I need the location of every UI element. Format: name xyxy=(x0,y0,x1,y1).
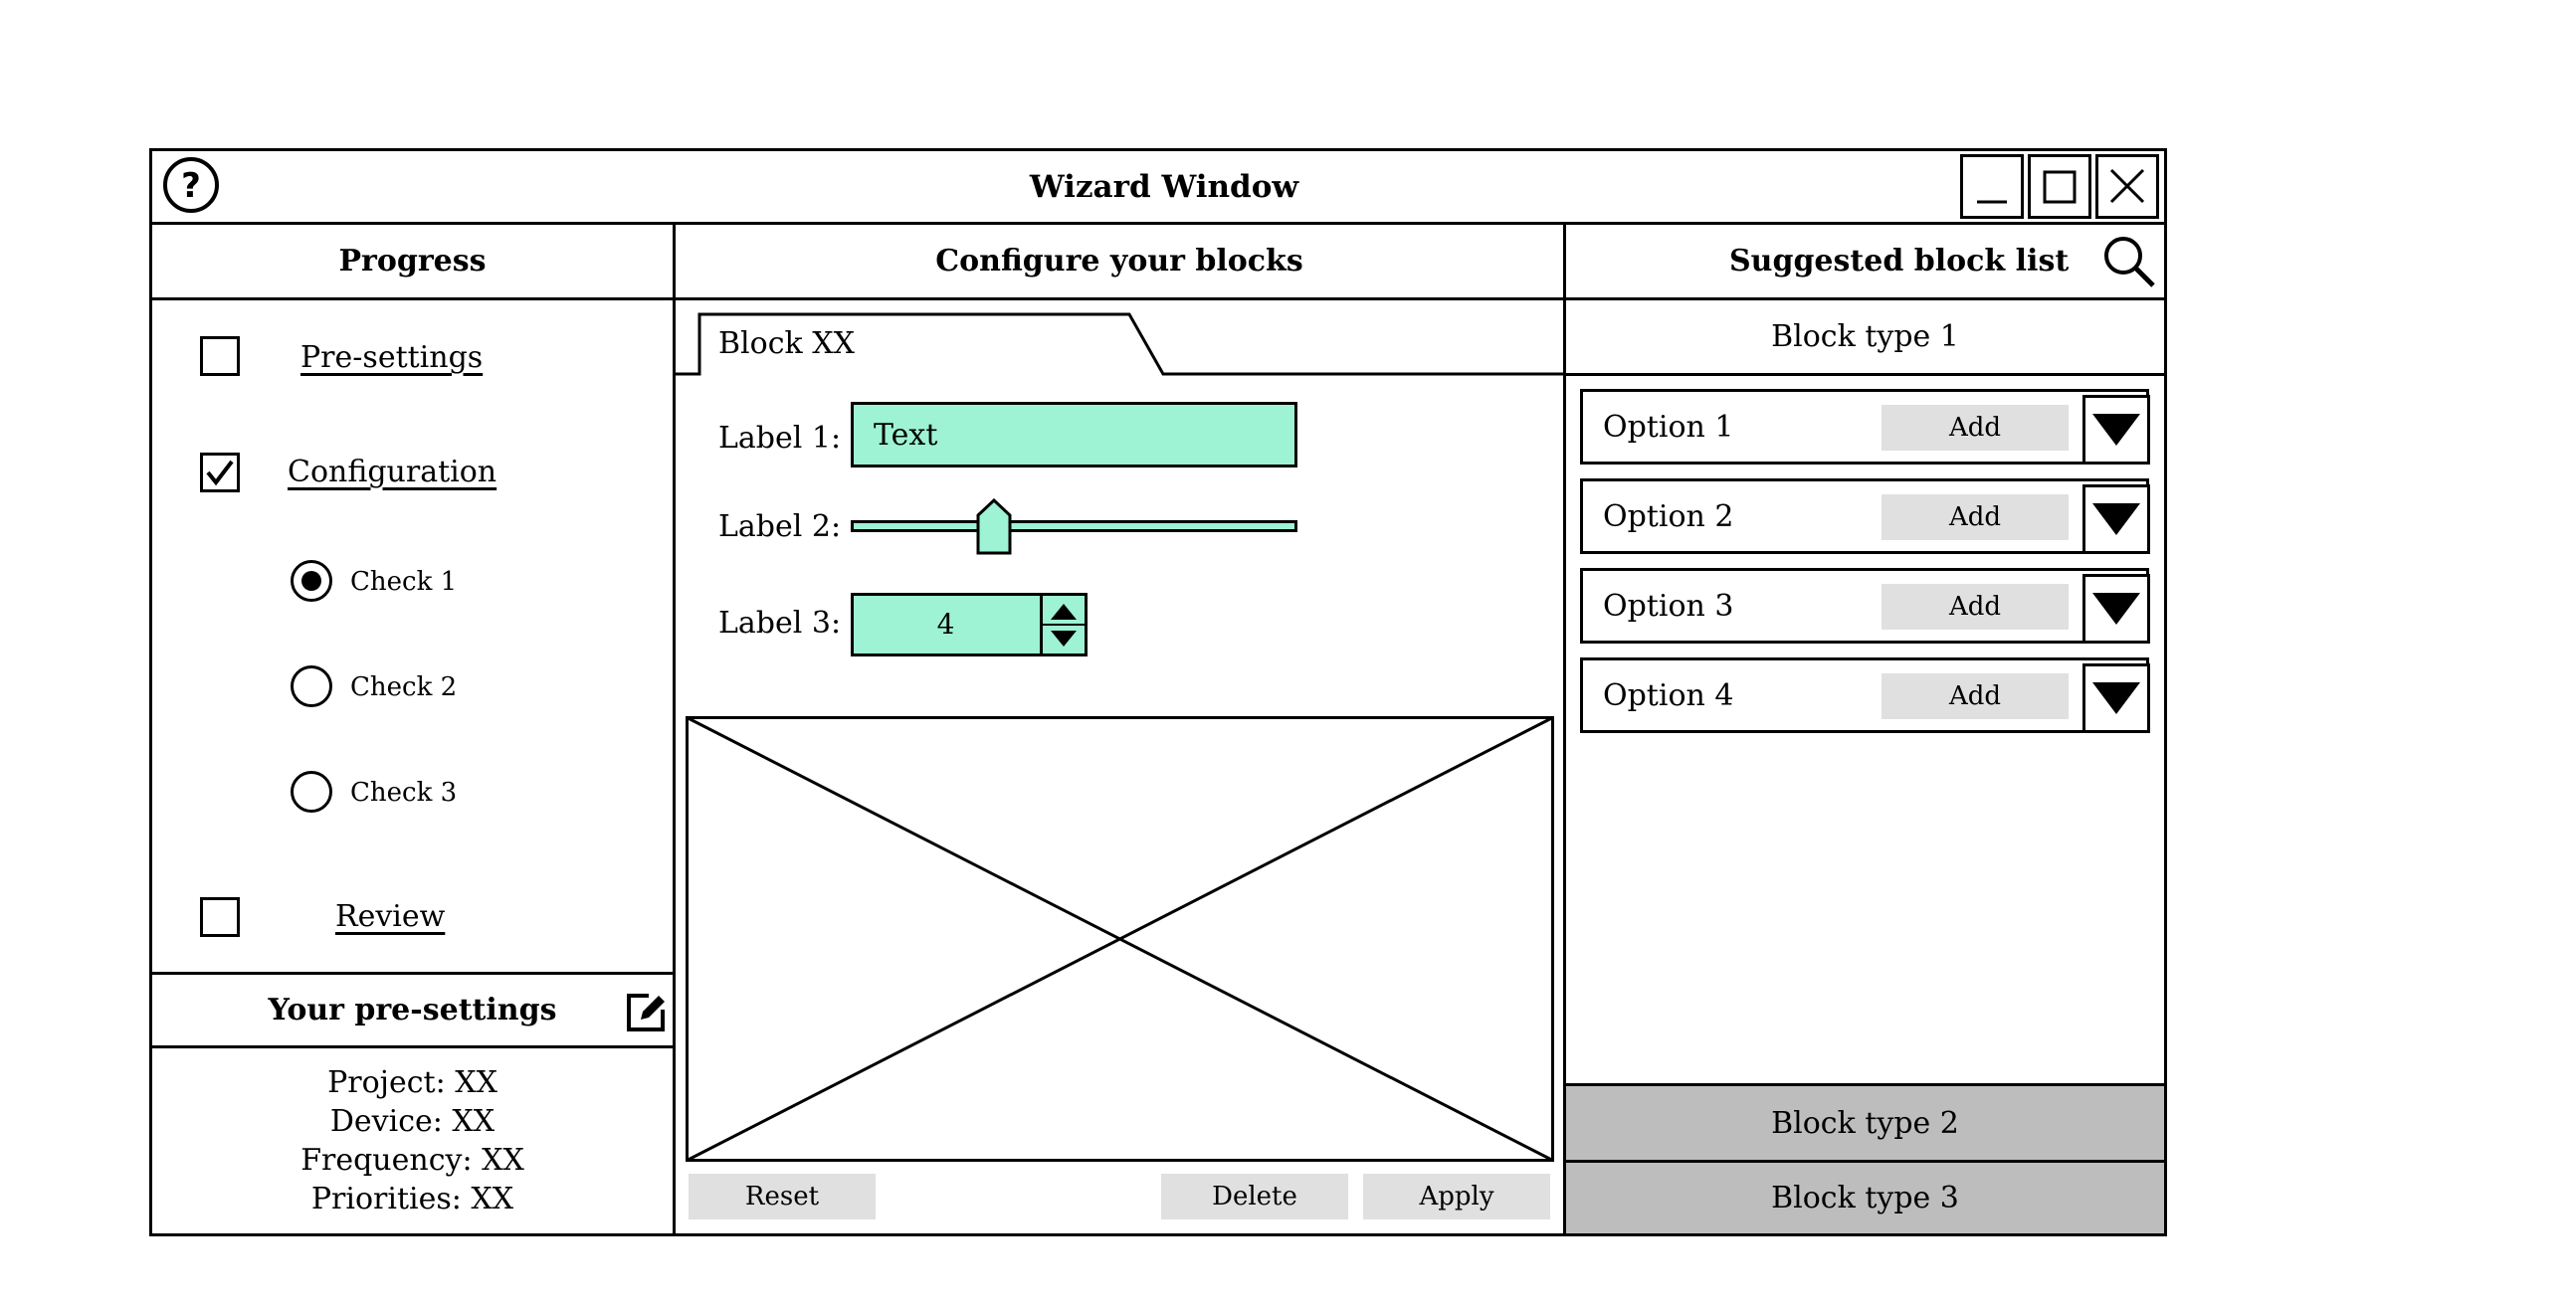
suggested-heading: Suggested block list xyxy=(1729,244,2070,279)
review-checkbox[interactable] xyxy=(200,897,240,937)
label-3: Label 3: xyxy=(718,606,842,641)
presettings-top-divider xyxy=(149,972,676,975)
option-3-dropdown[interactable] xyxy=(2082,574,2150,644)
image-placeholder xyxy=(686,716,1554,1162)
panel-header-divider xyxy=(149,297,2167,300)
check1-radio[interactable] xyxy=(291,560,332,602)
left-panel-divider xyxy=(673,222,676,1236)
apply-button[interactable]: Apply xyxy=(1363,1174,1550,1219)
presettings-frequency: Frequency: XX xyxy=(300,1143,524,1178)
close-icon xyxy=(2109,168,2145,204)
presettings-project: Project: XX xyxy=(327,1065,497,1100)
option-row-1: Option 1 Add xyxy=(1580,389,2150,465)
block-type-1-divider xyxy=(1566,373,2167,376)
option-2-add-button[interactable]: Add xyxy=(1882,494,2069,540)
text-field[interactable]: Text xyxy=(851,402,1297,467)
option-row-2: Option 2 Add xyxy=(1580,478,2150,554)
presettings-heading: Your pre-settings xyxy=(268,993,557,1027)
option-1-label: Option 1 xyxy=(1603,410,1734,445)
option-4-label: Option 4 xyxy=(1603,678,1734,713)
check1-label: Check 1 xyxy=(350,567,458,597)
chevron-down-icon xyxy=(2092,682,2140,714)
configure-heading: Configure your blocks xyxy=(935,244,1303,279)
radio-selected-dot xyxy=(301,571,321,591)
check2-label: Check 2 xyxy=(350,672,458,702)
search-icon[interactable] xyxy=(2099,232,2159,291)
check2-radio[interactable] xyxy=(291,665,332,707)
presettings-checkbox[interactable] xyxy=(200,336,240,376)
svg-text:?: ? xyxy=(181,166,201,206)
stepper-up-icon[interactable] xyxy=(1043,598,1085,623)
chevron-down-icon xyxy=(2092,593,2140,625)
block-type-1-header[interactable]: Block type 1 xyxy=(1771,319,1959,354)
check3-radio[interactable] xyxy=(291,771,332,813)
configuration-checkbox[interactable] xyxy=(200,453,240,492)
text-field-value: Text xyxy=(874,418,938,453)
block-type-2-header[interactable]: Block type 2 xyxy=(1566,1083,2167,1160)
stepper-mid-line xyxy=(1043,624,1085,626)
step-configuration-link[interactable]: Configuration xyxy=(288,455,497,489)
slider-thumb[interactable] xyxy=(976,497,1012,556)
label-1: Label 1: xyxy=(718,421,842,456)
option-row-3: Option 3 Add xyxy=(1580,568,2150,644)
stepper-divider xyxy=(1040,596,1043,653)
option-3-add-button[interactable]: Add xyxy=(1882,584,2069,630)
edit-icon[interactable] xyxy=(623,990,669,1035)
presettings-priorities: Priorities: XX xyxy=(310,1182,514,1216)
maximize-icon xyxy=(2043,170,2077,204)
check3-label: Check 3 xyxy=(350,778,458,808)
help-icon[interactable]: ? xyxy=(161,155,221,215)
option-2-dropdown[interactable] xyxy=(2082,484,2150,554)
option-1-dropdown[interactable] xyxy=(2082,395,2150,465)
option-1-add-button[interactable]: Add xyxy=(1882,405,2069,451)
tab-block[interactable]: Block XX xyxy=(718,326,855,361)
wizard-window xyxy=(149,148,2167,1236)
delete-button[interactable]: Delete xyxy=(1161,1174,1348,1219)
stepper-value: 4 xyxy=(936,608,955,641)
stepper-down-icon[interactable] xyxy=(1043,627,1085,652)
presettings-device: Device: XX xyxy=(329,1104,495,1139)
close-button[interactable] xyxy=(2095,154,2159,219)
presettings-bottom-divider xyxy=(149,1045,676,1048)
step-presettings-link[interactable]: Pre-settings xyxy=(300,340,484,375)
step-review-link[interactable]: Review xyxy=(335,899,446,934)
block-type-3-header[interactable]: Block type 3 xyxy=(1566,1160,2167,1236)
minimize-icon xyxy=(1977,200,2007,204)
window-title: Wizard Window xyxy=(1029,169,1299,205)
slider-track[interactable] xyxy=(851,520,1297,532)
right-panel-divider xyxy=(1563,222,1566,1236)
option-3-label: Option 3 xyxy=(1603,589,1734,624)
progress-heading: Progress xyxy=(338,244,487,279)
option-4-dropdown[interactable] xyxy=(2082,663,2150,733)
label-2: Label 2: xyxy=(718,509,842,544)
option-row-4: Option 4 Add xyxy=(1580,657,2150,733)
option-2-label: Option 2 xyxy=(1603,499,1734,534)
minimize-button[interactable] xyxy=(1960,154,2024,219)
chevron-down-icon xyxy=(2092,503,2140,535)
tab-strip xyxy=(676,300,1563,378)
chevron-down-icon xyxy=(2092,414,2140,446)
title-bar-divider xyxy=(149,222,2167,225)
quantity-stepper[interactable]: 4 xyxy=(851,593,1088,656)
checkmark-icon xyxy=(206,460,234,486)
option-4-add-button[interactable]: Add xyxy=(1882,673,2069,719)
maximize-button[interactable] xyxy=(2028,154,2091,219)
reset-button[interactable]: Reset xyxy=(689,1174,876,1219)
